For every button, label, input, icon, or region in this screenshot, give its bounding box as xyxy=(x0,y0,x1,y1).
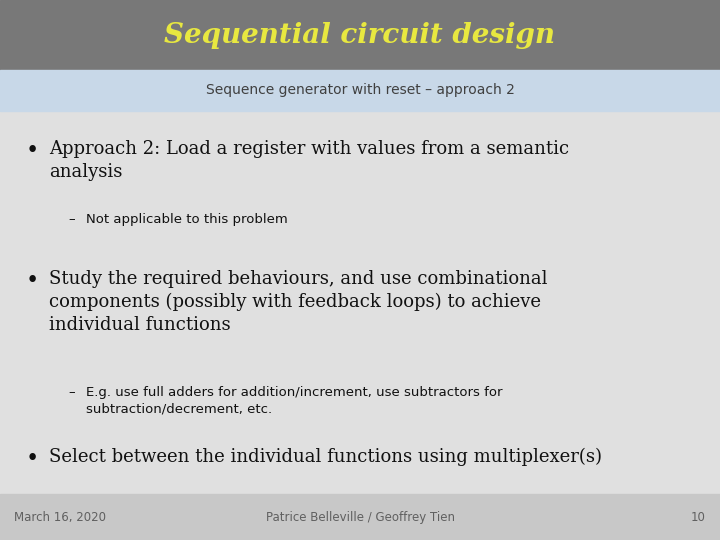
Text: Select between the individual functions using multiplexer(s): Select between the individual functions … xyxy=(49,448,602,467)
Text: Study the required behaviours, and use combinational
components (possibly with f: Study the required behaviours, and use c… xyxy=(49,270,547,334)
Bar xyxy=(0,494,720,540)
Text: –: – xyxy=(68,386,75,399)
Text: •: • xyxy=(25,270,38,292)
Text: Not applicable to this problem: Not applicable to this problem xyxy=(86,213,288,226)
Text: Sequence generator with reset – approach 2: Sequence generator with reset – approach… xyxy=(206,84,514,97)
Bar xyxy=(0,70,720,111)
Text: E.g. use full adders for addition/increment, use subtractors for
subtraction/dec: E.g. use full adders for addition/increm… xyxy=(86,386,503,416)
Bar xyxy=(0,0,720,70)
Text: 10: 10 xyxy=(690,510,706,524)
Text: •: • xyxy=(25,140,38,163)
Text: March 16, 2020: March 16, 2020 xyxy=(14,510,107,524)
Text: Approach 2: Load a register with values from a semantic
analysis: Approach 2: Load a register with values … xyxy=(49,140,569,181)
Text: –: – xyxy=(68,213,75,226)
Text: Patrice Belleville / Geoffrey Tien: Patrice Belleville / Geoffrey Tien xyxy=(266,510,454,524)
Text: Sequential circuit design: Sequential circuit design xyxy=(164,22,556,49)
Text: •: • xyxy=(25,448,38,470)
